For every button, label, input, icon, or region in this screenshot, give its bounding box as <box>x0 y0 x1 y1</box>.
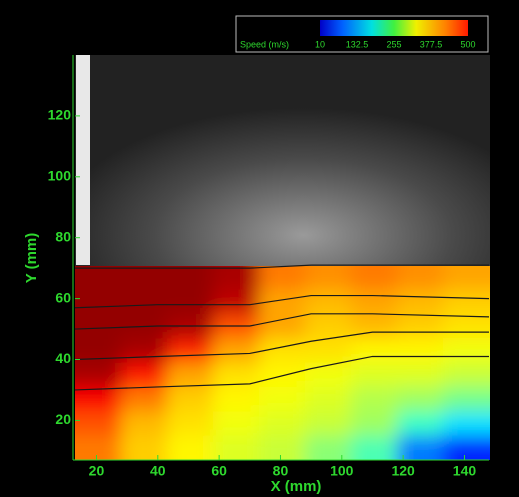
colorbar-tick-label: 377.5 <box>420 39 443 49</box>
x-tick-label: 80 <box>273 463 289 479</box>
y-tick-label: 120 <box>48 107 72 123</box>
field-cell <box>167 363 214 388</box>
field-cell <box>397 411 444 436</box>
field-cell <box>167 436 214 492</box>
field-cell <box>44 436 122 492</box>
field-cell <box>44 387 122 412</box>
x-tick-label: 120 <box>391 463 415 479</box>
field-cell <box>351 314 398 339</box>
field-cell <box>397 338 444 363</box>
colorbar-tick-label: 500 <box>460 39 475 49</box>
field-cell <box>351 363 398 388</box>
field-cell <box>443 411 519 436</box>
field-cell <box>443 289 519 314</box>
colorbar <box>320 20 468 36</box>
field-cell <box>443 314 519 339</box>
field-cell <box>121 387 168 412</box>
field-cell <box>213 338 260 363</box>
field-cell <box>443 387 519 412</box>
field-cell <box>443 363 519 388</box>
field-cell <box>351 411 398 436</box>
colorbar-tick-label: 10 <box>315 39 325 49</box>
particle-image <box>75 55 490 267</box>
field-cells <box>44 235 519 492</box>
field-cell <box>305 314 352 339</box>
field-cell <box>121 363 168 388</box>
field-cell <box>213 411 260 436</box>
field-cell <box>397 289 444 314</box>
field-cell <box>167 289 214 314</box>
y-axis-label: Y (mm) <box>23 233 40 284</box>
field-cell <box>351 387 398 412</box>
field-cell <box>167 338 214 363</box>
y-tick-label: 80 <box>55 228 71 244</box>
field-cell <box>121 289 168 314</box>
colorbar-tick-label: 132.5 <box>346 39 369 49</box>
field-cell <box>167 411 214 436</box>
field-cell <box>44 363 122 388</box>
field-cell <box>259 387 306 412</box>
field-cell <box>305 411 352 436</box>
colorbar-tick-label: 255 <box>386 39 401 49</box>
field-cell <box>305 289 352 314</box>
x-tick-label: 20 <box>89 463 105 479</box>
field-cell <box>167 387 214 412</box>
field-cell <box>397 387 444 412</box>
field-cell <box>213 387 260 412</box>
field-cell <box>305 338 352 363</box>
field-cell <box>121 338 168 363</box>
field-cell <box>259 314 306 339</box>
field-cell <box>121 411 168 436</box>
y-tick-label: 60 <box>55 289 71 305</box>
speed-field <box>44 235 519 492</box>
field-cell <box>397 314 444 339</box>
field-cell <box>259 411 306 436</box>
x-axis-label: X (mm) <box>271 478 322 495</box>
x-tick-label: 140 <box>453 463 477 479</box>
y-tick-label: 100 <box>48 168 72 184</box>
field-cell <box>443 338 519 363</box>
colorbar-label: Speed (m/s) <box>240 39 289 49</box>
field-cell <box>213 289 260 314</box>
wall-reflection <box>76 55 90 265</box>
chart: Speed (m/s) X (mm) Y (mm) 20 40 60 80 100 120… <box>0 0 519 497</box>
x-tick-label: 100 <box>330 463 354 479</box>
field-cell <box>351 289 398 314</box>
x-tick-label: 40 <box>150 463 166 479</box>
y-tick-label: 40 <box>55 350 71 366</box>
x-tick-label: 60 <box>211 463 227 479</box>
field-cell <box>305 387 352 412</box>
field-cell <box>305 363 352 388</box>
field-cell <box>397 363 444 388</box>
y-tick-label: 20 <box>55 411 71 427</box>
field-cell <box>259 338 306 363</box>
field-cell <box>44 314 122 339</box>
